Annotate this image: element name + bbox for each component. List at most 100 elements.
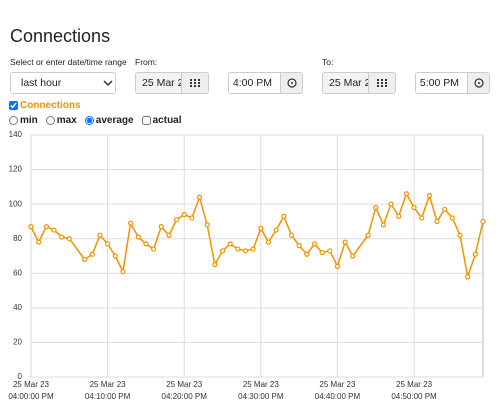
data-point (181, 211, 187, 218)
data-point (388, 201, 394, 207)
y-tick-label: 60 (13, 268, 22, 277)
data-point (43, 224, 49, 230)
data-point (288, 232, 295, 238)
data-point (373, 204, 379, 211)
data-point (28, 224, 34, 230)
y-tick-label: 40 (13, 303, 22, 312)
data-point (342, 239, 348, 245)
checkbox[interactable] (141, 116, 151, 125)
option-average[interactable]: average (84, 115, 134, 126)
data-point (265, 239, 272, 245)
data-point (189, 215, 195, 221)
page-title: Connections (10, 26, 111, 46)
option-label: average (95, 115, 134, 126)
data-point (212, 262, 218, 268)
to-calendar-button[interactable] (368, 72, 396, 94)
data-point (143, 241, 149, 247)
data-point (311, 241, 318, 247)
data-point (120, 268, 126, 275)
data-point (258, 225, 264, 231)
data-point (158, 224, 164, 230)
data-point (434, 218, 440, 225)
data-point (350, 253, 356, 259)
options: min max average actual (9, 115, 182, 126)
from-time[interactable]: 4:00 PM (228, 72, 281, 94)
dropdown-arrow (103, 80, 113, 87)
y-tick-label: 120 (9, 165, 23, 174)
data-point (465, 274, 471, 280)
data-point (127, 220, 134, 226)
data-point (112, 253, 118, 259)
to-clock-button[interactable] (467, 72, 490, 94)
data-point (411, 204, 417, 211)
data-point (426, 192, 432, 199)
data-point (365, 232, 371, 238)
x-tick-label: 25 Mar 23 (396, 380, 433, 389)
from-date[interactable]: 25 Mar 23 (135, 72, 182, 94)
data-point (403, 191, 409, 197)
option-actual[interactable]: actual (141, 115, 182, 126)
data-point (304, 251, 310, 257)
data-point (135, 234, 141, 240)
data-point (480, 218, 486, 225)
series-toggle[interactable]: Connections (9, 100, 81, 111)
x-tick-label: 25 Mar 23 (90, 380, 127, 389)
to-date-value: 25 Mar 23 (329, 77, 368, 89)
series-line (30, 191, 484, 280)
data-point (296, 243, 302, 249)
data-point (319, 249, 325, 256)
data-point (66, 236, 72, 242)
chart: 0 20 40 60 80 100 120 140 25 Mar 23 04:00:00 PM 25… (8, 130, 486, 401)
data-point (442, 206, 448, 212)
data-point (204, 222, 210, 228)
data-point (242, 248, 249, 254)
data-point (219, 248, 226, 254)
option-label: max (56, 115, 77, 126)
plot-area (30, 134, 484, 378)
radio[interactable] (9, 116, 18, 125)
range-select[interactable]: last hour (10, 72, 116, 94)
data-point (36, 239, 42, 245)
from-calendar-button[interactable] (181, 72, 209, 94)
data-point (396, 213, 402, 219)
data-point (380, 222, 387, 228)
from-date-value: 25 Mar 23 (142, 77, 181, 89)
data-point (227, 241, 233, 247)
clock-icon (286, 78, 297, 88)
data-point (59, 234, 65, 240)
x-tick-label: 25 Mar 23 (13, 380, 50, 389)
data-point (419, 215, 425, 221)
data-point (457, 232, 463, 238)
range-select-value: last hour (21, 77, 62, 89)
series-toggle-label: Connections (20, 100, 81, 111)
x-tick-label: 04:40:00 PM (315, 392, 361, 401)
option-label: actual (152, 115, 182, 126)
x-tick-label: 04:30:00 PM (238, 392, 284, 401)
data-point (472, 251, 478, 257)
x-tick-label: 25 Mar 23 (166, 380, 203, 389)
option-label: min (20, 115, 38, 126)
y-tick-label: 0 (18, 372, 23, 381)
option-max[interactable]: max (45, 115, 77, 126)
x-tick-label: 04:00:00 PM (8, 392, 54, 401)
y-tick-label: 20 (13, 338, 22, 347)
to-time-value: 5:00 PM (419, 77, 459, 89)
radio[interactable] (45, 116, 55, 125)
data-point (334, 263, 341, 269)
from-label: From: (135, 57, 158, 67)
to-date[interactable]: 25 Mar 23 (322, 72, 369, 94)
data-point (173, 217, 180, 223)
data-point (89, 251, 95, 257)
series-checkbox[interactable] (9, 101, 18, 110)
to-label: To: (322, 57, 334, 67)
data-point (449, 215, 455, 221)
data-point (196, 194, 203, 200)
x-tick-label: 25 Mar 23 (243, 380, 280, 389)
option-min[interactable]: min (9, 115, 38, 126)
to-time[interactable]: 5:00 PM (415, 72, 468, 94)
y-tick-label: 140 (9, 130, 23, 139)
x-tick-label: 04:50:00 PM (391, 392, 437, 401)
data-point (97, 232, 103, 238)
from-clock-button[interactable] (280, 72, 303, 94)
radio[interactable] (84, 116, 94, 125)
